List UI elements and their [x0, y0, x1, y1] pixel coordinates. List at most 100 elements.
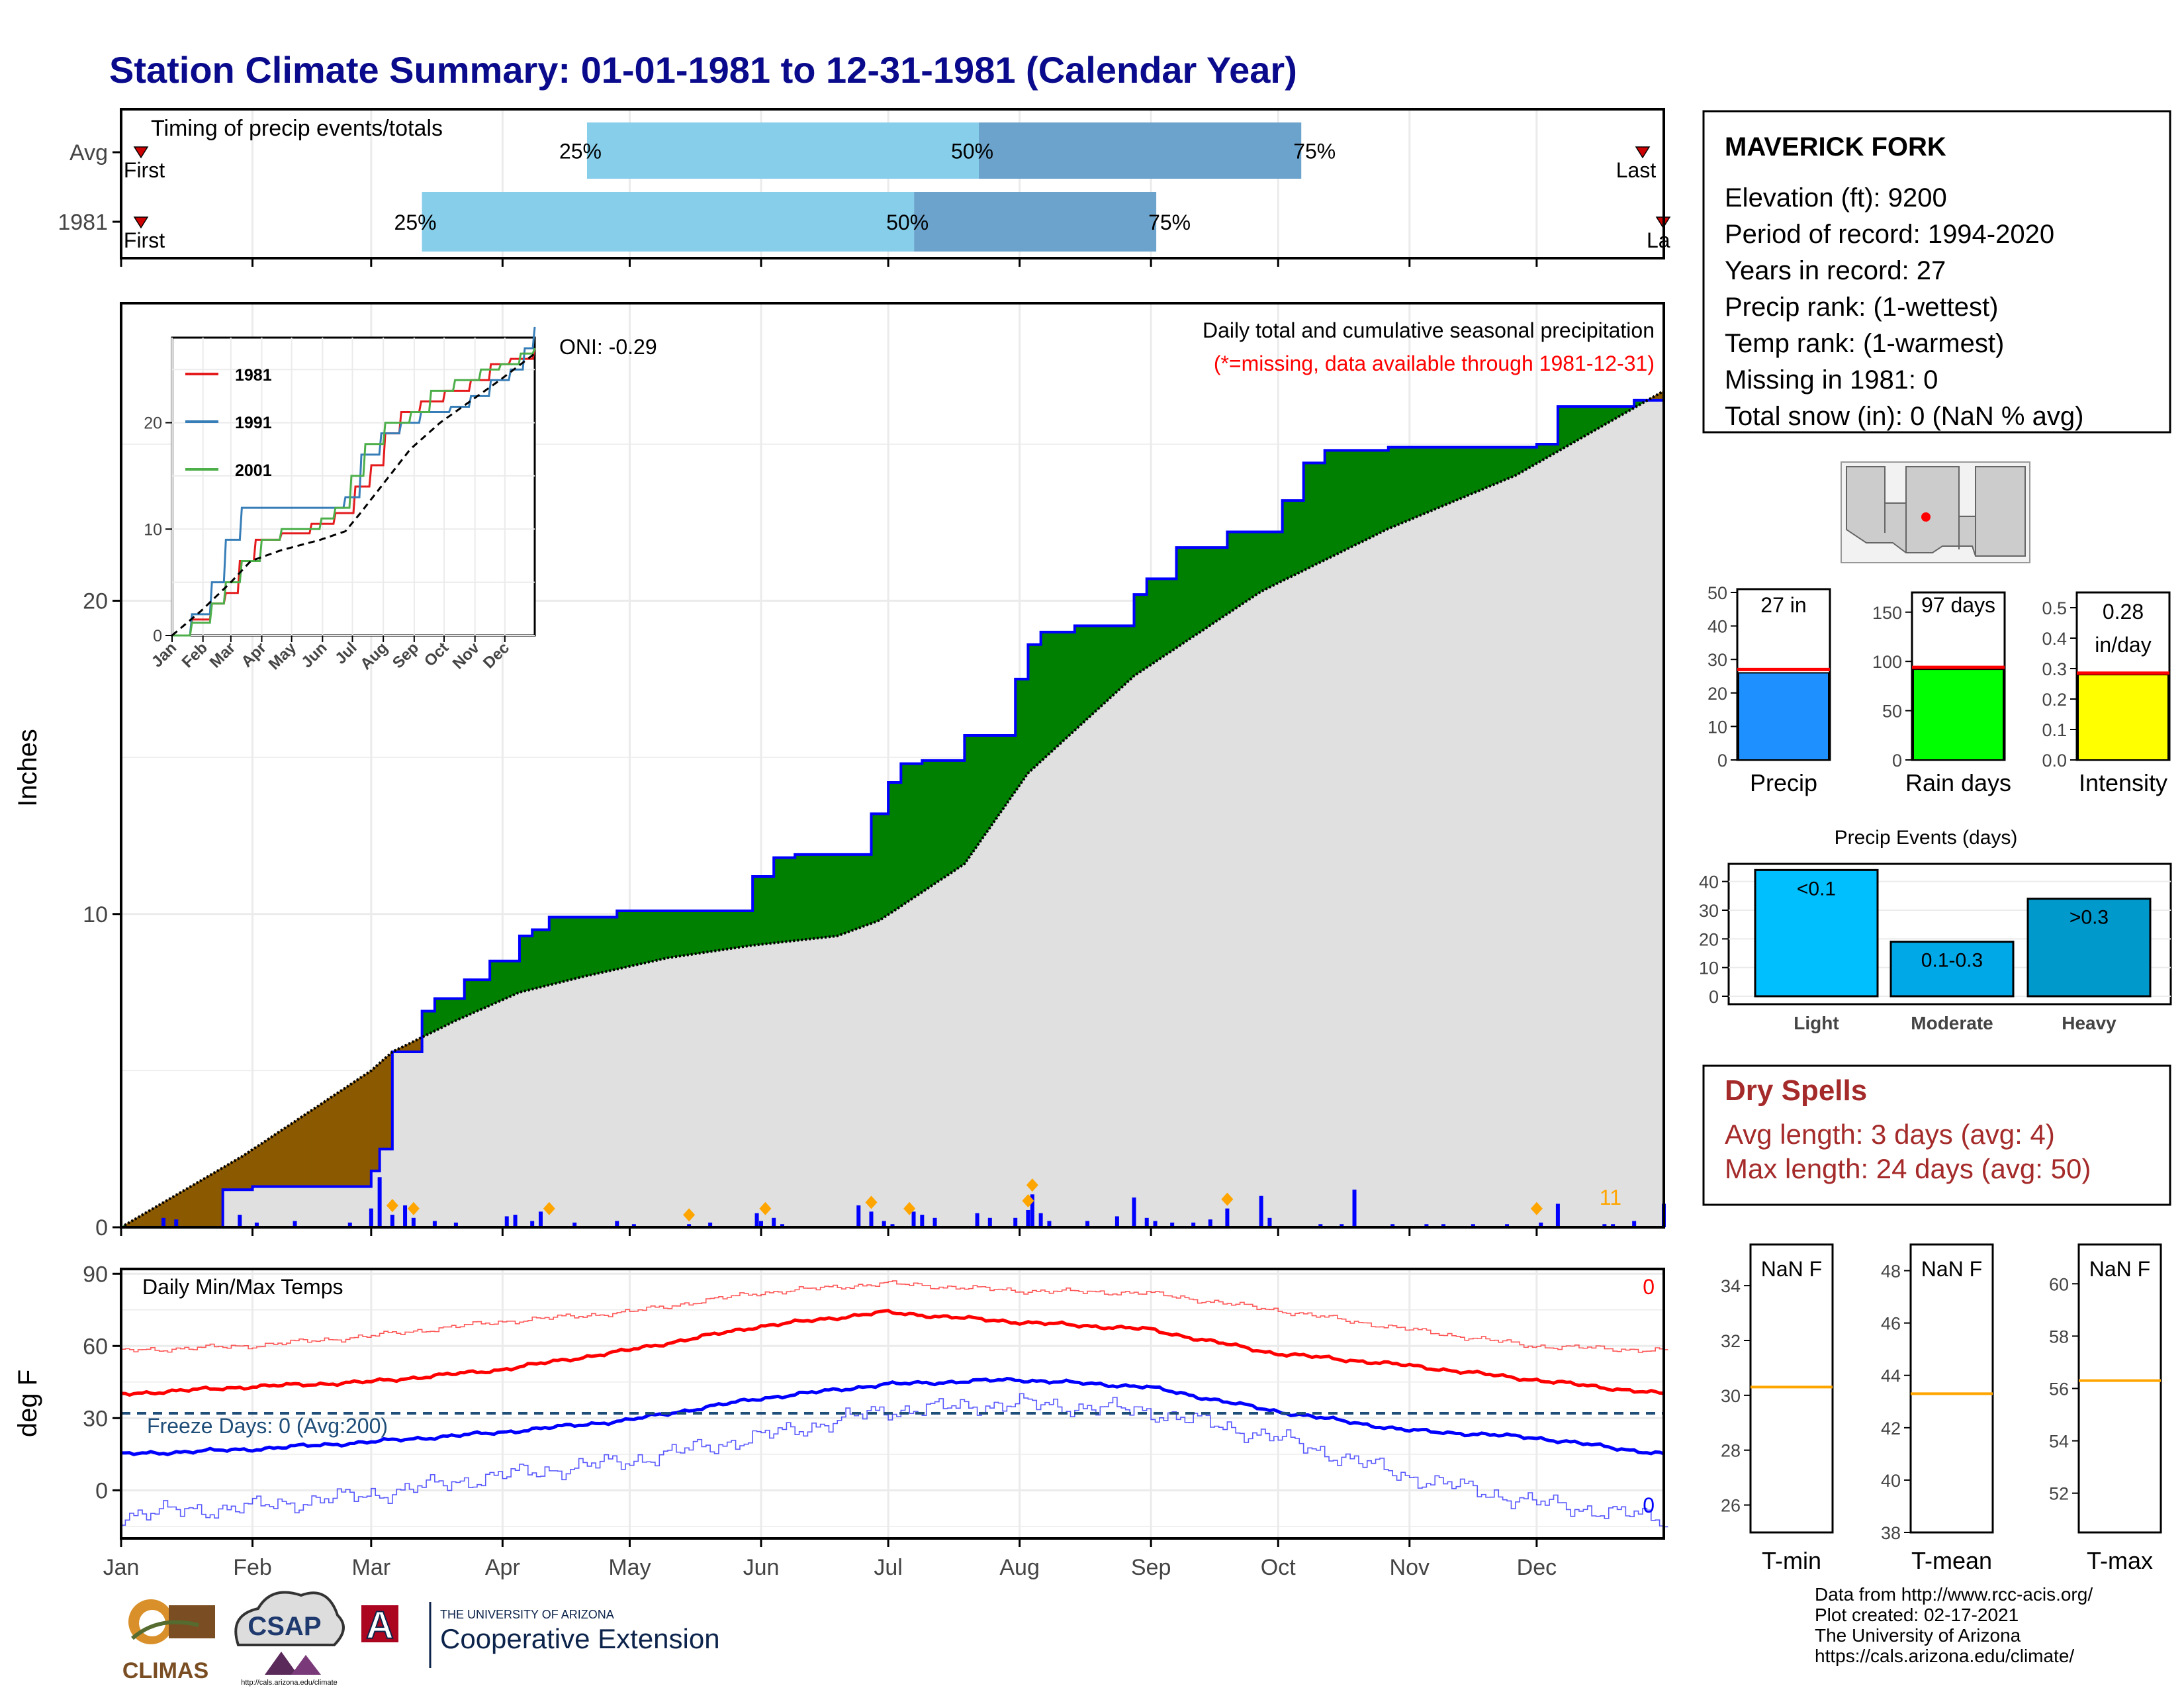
month-label: Jul [874, 1555, 902, 1580]
cumulative-diff-segment [621, 910, 626, 969]
cumulative-diff-segment [574, 917, 580, 980]
inset-legend-label: 2001 [235, 461, 272, 480]
cumulative-diff-segment [778, 857, 783, 943]
cumulative-diff-segment [1307, 462, 1312, 569]
cumulative-diff-segment [739, 910, 745, 948]
cumulative-diff-segment [316, 1103, 321, 1187]
cumulative-diff-segment [701, 910, 707, 954]
cumulative-diff-segment [371, 1066, 376, 1172]
temp-summary-name: T-max [2087, 1547, 2153, 1574]
cumulative-diff-segment [438, 998, 444, 1030]
cumulative-diff-segment [443, 998, 448, 1027]
rain-days-value-label: 97 days [1921, 593, 1995, 617]
daily-precip-bar [1259, 1196, 1263, 1227]
heavy-event-marker [386, 1199, 398, 1213]
cumulative-diff-segment [612, 917, 617, 971]
cumulative-diff-segment [1413, 447, 1419, 519]
events-bar-moderate [1889, 941, 2015, 998]
cumulative-diff-segment [570, 917, 575, 980]
avg-cumulative-area [121, 391, 1664, 1227]
cumulative-diff-segment [1566, 406, 1571, 447]
cumulative-diff-segment [1261, 531, 1266, 592]
rain-days-axis-label: Rain days [1905, 769, 2011, 796]
month-label: Dec [1517, 1555, 1557, 1580]
daily-precip-bar [933, 1217, 937, 1227]
month-label: Nov [1390, 1555, 1430, 1580]
cumulative-diff-segment [697, 910, 702, 954]
cumulative-diff-segment [799, 854, 804, 941]
cumulative-diff-segment [938, 760, 944, 882]
temp-summary-ytick-label: 30 [1721, 1386, 1741, 1406]
cumulative-diff-segment [1489, 447, 1495, 487]
cumulative-diff-segment [709, 910, 715, 953]
daily-precip-bar [1225, 1208, 1230, 1227]
timing-pct75: 75% [1148, 211, 1191, 234]
cumulative-diff-segment [960, 760, 965, 868]
events-category-label: Heavy [2062, 1013, 2116, 1033]
cumulative-diff-segment [286, 1123, 291, 1187]
cumulative-diff-segment [743, 910, 749, 947]
heavy-event-marker [1022, 1194, 1034, 1207]
cumulative-diff-segment [1002, 735, 1007, 811]
intensity-ytick-label: 0.1 [2042, 720, 2067, 740]
cumulative-diff-segment [1244, 531, 1249, 604]
daily-precip-bar [631, 1224, 636, 1227]
temp-summary-name: T-min [1762, 1547, 1821, 1574]
cumulative-diff-segment [1337, 449, 1342, 555]
cumulative-diff-segment [1311, 462, 1317, 567]
precip-ytick-label: 40 [1707, 617, 1727, 637]
cumulative-diff-segment [1404, 447, 1410, 522]
intensity-ytick-label: 0.2 [2042, 690, 2067, 710]
events-ytick-label: 40 [1699, 872, 1719, 892]
cumulative-diff-segment [642, 910, 647, 964]
avg-max-line [120, 1309, 1664, 1397]
daily-precip-bar [1144, 1217, 1149, 1227]
cumulative-diff-segment [1358, 449, 1363, 544]
station-detail-line: Period of record: 1994-2020 [1725, 220, 2054, 249]
heavy-event-marker [1530, 1201, 1543, 1215]
daily-precip-bar [687, 1224, 692, 1227]
cumulative-diff-segment [1032, 644, 1037, 771]
cumulative-diff-segment [383, 1055, 388, 1150]
cumulative-diff-segment [1375, 449, 1381, 536]
precip-axis-label: Precip [1750, 769, 1817, 796]
cumulative-diff-segment [536, 929, 541, 989]
precip-ytick-label: 50 [1707, 583, 1727, 603]
cumulative-diff-segment [201, 1177, 206, 1228]
cumulative-diff-segment [947, 760, 952, 876]
cumulative-diff-segment [909, 763, 915, 902]
intensity-bar [2077, 674, 2169, 761]
last-label: La [1647, 228, 1670, 252]
cumulative-diff-segment [849, 854, 855, 932]
cumulative-diff-segment [722, 910, 728, 951]
timing-label: Timing of precip events/totals [151, 116, 443, 141]
cumulative-diff-segment [633, 910, 639, 966]
daily-precip-bar [1208, 1219, 1212, 1227]
daily-precip-bar [1424, 1224, 1429, 1227]
daily-precip-bar [1132, 1197, 1136, 1227]
cumulative-diff-segment [295, 1117, 300, 1187]
csap-logo-text: CSAP [248, 1612, 321, 1641]
daily-precip-bar [347, 1222, 352, 1227]
precip-events-title: Precip Events (days) [1835, 827, 2018, 849]
month-label: Jun [743, 1555, 780, 1580]
cumulative-diff-segment [1443, 447, 1448, 506]
cumulative-diff-segment [498, 961, 503, 1003]
cumulative-diff-segment [1180, 547, 1185, 646]
cumulative-diff-segment [459, 998, 465, 1019]
cumulative-diff-segment [485, 979, 490, 1008]
temp-summary-ytick-label: 54 [2049, 1432, 2069, 1452]
intensity-value-unit: in/day [2095, 633, 2151, 657]
temp-summary-frame [2077, 1243, 2162, 1534]
cumulative-diff-segment [506, 961, 512, 999]
cumulative-diff-segment [1231, 531, 1236, 612]
cumulative-diff-segment [197, 1179, 203, 1228]
cumulative-diff-segment [1578, 406, 1584, 440]
cumulative-diff-segment [510, 961, 516, 997]
cumulative-diff-segment [188, 1184, 194, 1228]
cumulative-diff-segment [1477, 447, 1482, 492]
timing-row-label: Avg [69, 140, 108, 165]
heavy-event-marker [543, 1201, 555, 1215]
